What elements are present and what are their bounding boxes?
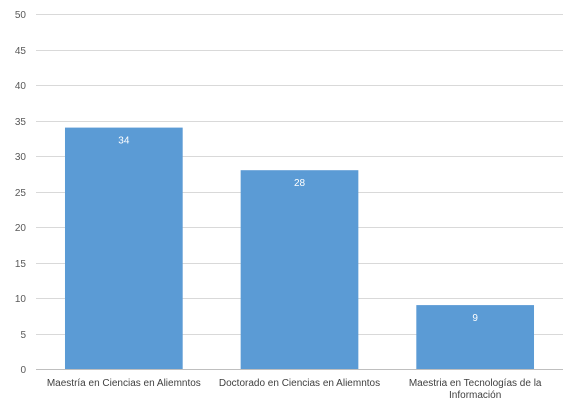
bar bbox=[416, 305, 535, 369]
y-tick-label: 25 bbox=[15, 188, 27, 199]
x-category-label: Información bbox=[449, 390, 501, 401]
bar bbox=[64, 127, 183, 369]
x-axis-labels: Maestría en Ciencias en Aliemntos Doctora… bbox=[47, 378, 542, 401]
x-category-label: Maestria en Tecnologías de la bbox=[409, 378, 542, 389]
y-tick-label: 10 bbox=[15, 294, 27, 305]
y-tick-label: 5 bbox=[20, 330, 26, 341]
y-tick-label: 35 bbox=[15, 117, 27, 128]
bar bbox=[240, 170, 359, 369]
bars bbox=[64, 127, 535, 369]
data-label: 34 bbox=[118, 136, 130, 147]
y-tick-label: 50 bbox=[15, 10, 27, 21]
y-tick-label: 40 bbox=[15, 81, 27, 92]
y-tick-label: 30 bbox=[15, 152, 27, 163]
x-category-label: Maestría en Ciencias en Aliemntos bbox=[47, 378, 201, 389]
data-label: 28 bbox=[294, 178, 306, 189]
y-tick-label: 45 bbox=[15, 46, 27, 57]
y-axis-ticks: 0 5 10 15 20 25 30 35 40 45 50 bbox=[15, 10, 27, 376]
y-tick-label: 0 bbox=[20, 365, 26, 376]
data-labels: 34 28 9 bbox=[118, 136, 478, 325]
y-tick-label: 15 bbox=[15, 259, 27, 270]
x-category-label: Doctorado en Ciencias en Aliemntos bbox=[219, 378, 380, 389]
data-label: 9 bbox=[472, 313, 478, 324]
y-tick-label: 20 bbox=[15, 223, 27, 234]
